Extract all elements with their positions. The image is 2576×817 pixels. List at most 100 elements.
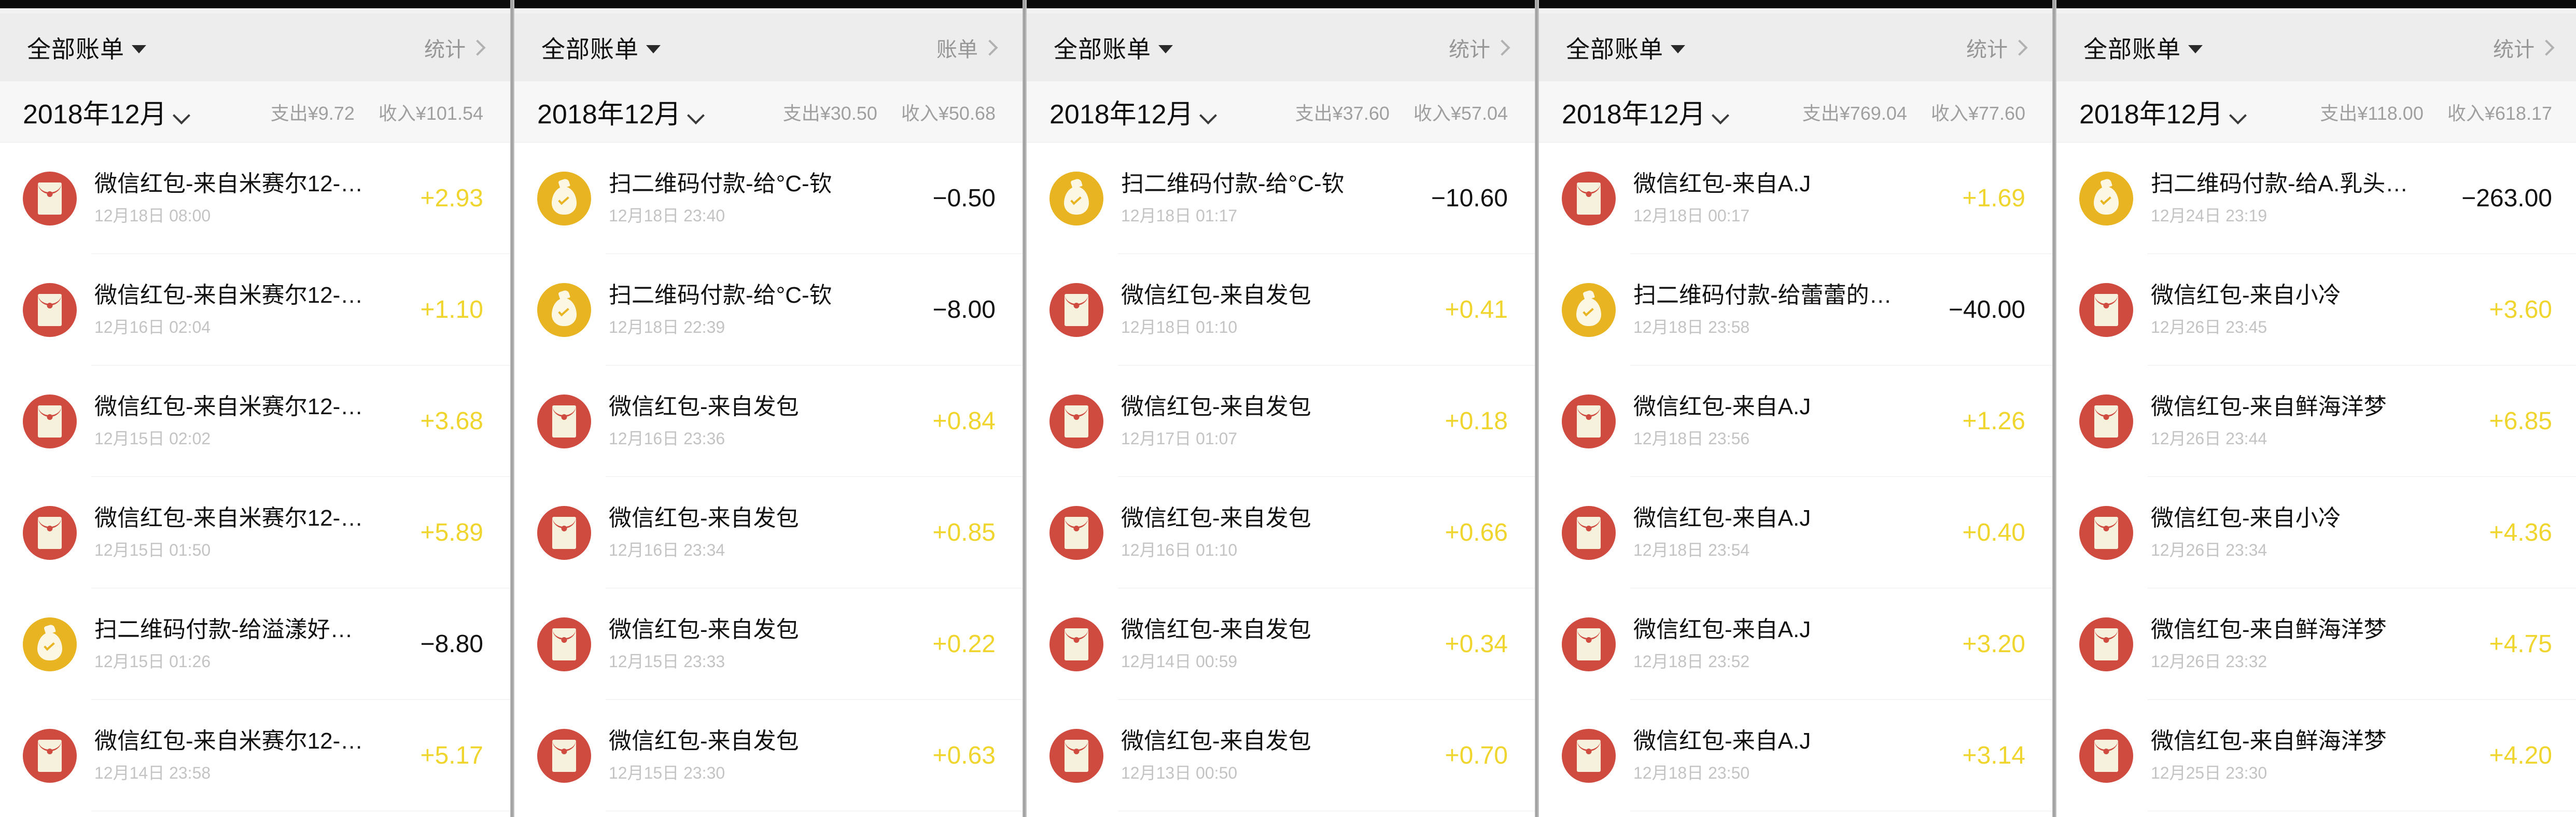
month-selector[interactable]: 2018年12月: [537, 92, 705, 131]
transaction-body: 微信红包-来自米赛尔12-… 12月15日 02:02: [94, 395, 408, 448]
red-envelope-icon: [2079, 394, 2133, 448]
bag-glyph: [2094, 186, 2119, 215]
red-envelope-icon: [23, 283, 77, 337]
nav-action-group[interactable]: 统计: [424, 33, 486, 63]
transaction-row[interactable]: 微信红包-来自A.J 12月18日 23:52 +3.20: [1539, 588, 2052, 700]
nav-title-label: 全部账单: [1566, 36, 1663, 63]
transaction-row[interactable]: 微信红包-来自发包 12月16日 23:34 +0.85: [514, 477, 1023, 588]
transaction-row[interactable]: 微信红包-来自发包 12月18日 01:10 +0.41: [1027, 254, 1535, 365]
month-expense-total: 支出¥37.60: [1295, 102, 1390, 124]
red-envelope-icon: [1049, 505, 1103, 560]
month-selector[interactable]: 2018年12月: [1049, 92, 1217, 131]
transaction-row[interactable]: 扫二维码付款-给°C-钦 12月18日 22:39 −8.00: [514, 254, 1023, 365]
red-envelope-icon: [1049, 283, 1103, 337]
nav-action-group[interactable]: 统计: [2493, 33, 2555, 63]
nav-title-group[interactable]: 全部账单: [1566, 31, 1685, 65]
transaction-date: 12月26日 23:45: [2151, 317, 2267, 336]
envelope-glyph: [552, 628, 576, 660]
transaction-row[interactable]: 扫二维码付款-给°C-钦 12月18日 01:17 −10.60: [1027, 143, 1535, 254]
month-summary-bar: 2018年12月 支出¥118.00 收入¥618.17: [2056, 81, 2576, 143]
transaction-title: 微信红包-来自发包: [1121, 617, 1311, 642]
transaction-amount: +1.26: [1962, 407, 2025, 435]
transaction-amount: +5.89: [420, 519, 483, 546]
month-label: 2018年12月: [1562, 100, 1706, 130]
transaction-row[interactable]: 微信红包-来自发包 12月16日 01:10 +0.66: [1027, 477, 1535, 588]
transaction-body: 扫二维码付款-给蕾蕾的… 12月18日 23:58: [1633, 284, 1936, 336]
transaction-row[interactable]: 微信红包-来自米赛尔12-… 12月18日 08:00 +2.93: [0, 143, 510, 254]
money-bag-icon: [537, 283, 591, 337]
nav-title-group[interactable]: 全部账单: [2083, 31, 2203, 65]
transaction-title: 微信红包-来自小冷: [2151, 506, 2341, 530]
envelope-glyph: [1577, 405, 1601, 438]
money-bag-icon: [1049, 171, 1103, 226]
transaction-row[interactable]: 微信红包-来自发包 12月16日 23:36 +0.84: [514, 365, 1023, 477]
transaction-row[interactable]: 微信红包-来自米赛尔12-… 12月16日 02:04 +1.10: [0, 254, 510, 365]
transaction-row[interactable]: 微信红包-来自鲜海洋梦 12月26日 23:32 +4.75: [2056, 588, 2576, 700]
transaction-title: 微信红包-来自米赛尔12-…: [94, 506, 363, 530]
transaction-row[interactable]: 微信红包-来自鲜海洋梦 12月25日 23:30 +4.20: [2056, 700, 2576, 811]
envelope-glyph: [552, 739, 576, 772]
transaction-date: 12月18日 23:50: [1633, 763, 1750, 782]
transaction-body: 微信红包-来自鲜海洋梦 12月26日 23:44: [2151, 395, 2477, 448]
chevron-right-icon: [982, 39, 998, 56]
nav-title-group[interactable]: 全部账单: [27, 31, 146, 65]
nav-title-group[interactable]: 全部账单: [541, 31, 661, 65]
transaction-body: 微信红包-来自发包 12月16日 01:10: [1121, 506, 1433, 559]
nav-action-group[interactable]: 统计: [1966, 33, 2028, 63]
red-envelope-icon: [2079, 617, 2133, 671]
transaction-row[interactable]: 扫二维码付款-给蕾蕾的… 12月18日 23:58 −40.00: [1539, 254, 2052, 365]
transaction-row[interactable]: 微信红包-来自鲜海洋梦 12月26日 23:44 +6.85: [2056, 365, 2576, 477]
transaction-row[interactable]: 微信红包-来自发包 12月13日 00:50 +0.70: [1027, 700, 1535, 811]
chevron-right-icon: [1494, 39, 1510, 56]
transaction-amount: +0.22: [932, 630, 996, 658]
nav-action-label: 账单: [936, 38, 978, 61]
transaction-date: 12月24日 23:19: [2151, 206, 2267, 225]
red-envelope-icon: [1562, 617, 1616, 671]
transaction-title: 扫二维码付款-给°C-钦: [609, 172, 832, 196]
transaction-title: 微信红包-来自发包: [609, 506, 799, 530]
chevron-down-icon: [2188, 45, 2203, 53]
transaction-row[interactable]: 扫二维码付款-给A.乳头… 12月24日 23:19 −263.00: [2056, 143, 2576, 254]
nav-title-group[interactable]: 全部账单: [1054, 31, 1173, 65]
transaction-title: 微信红包-来自发包: [1121, 395, 1311, 419]
nav-title-label: 全部账单: [541, 36, 639, 63]
transaction-row[interactable]: 微信红包-来自小冷 12月26日 23:45 +3.60: [2056, 254, 2576, 365]
transaction-body: 微信红包-来自发包 12月14日 00:59: [1121, 618, 1433, 671]
nav-action-group[interactable]: 账单: [936, 33, 998, 63]
month-selector[interactable]: 2018年12月: [23, 92, 190, 131]
transaction-row[interactable]: 微信红包-来自发包 12月15日 23:33 +0.22: [514, 588, 1023, 700]
month-income-total: 收入¥57.04: [1413, 102, 1508, 124]
transaction-amount: +1.10: [420, 296, 483, 323]
transaction-row[interactable]: 微信红包-来自发包 12月15日 23:30 +0.63: [514, 700, 1023, 811]
transaction-row[interactable]: 微信红包-来自A.J 12月18日 23:54 +0.40: [1539, 477, 2052, 588]
transaction-row[interactable]: 微信红包-来自米赛尔12-… 12月15日 01:50 +5.89: [0, 477, 510, 588]
transaction-body: 扫二维码付款-给°C-钦 12月18日 23:40: [609, 172, 920, 225]
transaction-row[interactable]: 微信红包-来自米赛尔12-… 12月15日 02:02 +3.68: [0, 365, 510, 477]
month-selector[interactable]: 2018年12月: [1562, 92, 1729, 131]
status-bar-strip: [2056, 0, 2576, 8]
envelope-glyph: [38, 182, 62, 215]
transaction-body: 微信红包-来自发包 12月16日 23:34: [609, 506, 920, 559]
transaction-body: 扫二维码付款-给溢漾好… 12月15日 01:26: [94, 618, 408, 671]
nav-action-group[interactable]: 统计: [1449, 33, 1510, 63]
transaction-row[interactable]: 微信红包-来自小冷 12月26日 23:34 +4.36: [2056, 477, 2576, 588]
transaction-title: 微信红包-来自A.J: [1633, 395, 1811, 419]
transaction-amount: −0.50: [932, 185, 996, 212]
red-envelope-icon: [537, 617, 591, 671]
envelope-glyph: [1065, 405, 1088, 438]
transaction-row[interactable]: 扫二维码付款-给°C-钦 12月18日 23:40 −0.50: [514, 143, 1023, 254]
transaction-row[interactable]: 微信红包-来自A.J 12月18日 00:17 +1.69: [1539, 143, 2052, 254]
transaction-row[interactable]: 微信红包-来自A.J 12月18日 23:50 +3.14: [1539, 700, 2052, 811]
transaction-row[interactable]: 扫二维码付款-给溢漾好… 12月15日 01:26 −8.80: [0, 588, 510, 700]
transaction-title: 微信红包-来自发包: [609, 729, 799, 753]
transaction-body: 微信红包-来自小冷 12月26日 23:45: [2151, 284, 2477, 336]
transaction-row[interactable]: 微信红包-来自A.J 12月18日 23:56 +1.26: [1539, 365, 2052, 477]
transaction-row[interactable]: 微信红包-来自发包 12月14日 00:59 +0.34: [1027, 588, 1535, 700]
transaction-date: 12月15日 23:30: [609, 763, 725, 782]
month-selector[interactable]: 2018年12月: [2079, 92, 2247, 131]
status-bar-strip: [0, 0, 510, 8]
transaction-row[interactable]: 微信红包-来自发包 12月17日 01:07 +0.18: [1027, 365, 1535, 477]
panel-divider: [1535, 0, 1539, 817]
transaction-row[interactable]: 微信红包-来自米赛尔12-… 12月14日 23:58 +5.17: [0, 700, 510, 811]
chevron-down-icon: [1711, 107, 1729, 124]
